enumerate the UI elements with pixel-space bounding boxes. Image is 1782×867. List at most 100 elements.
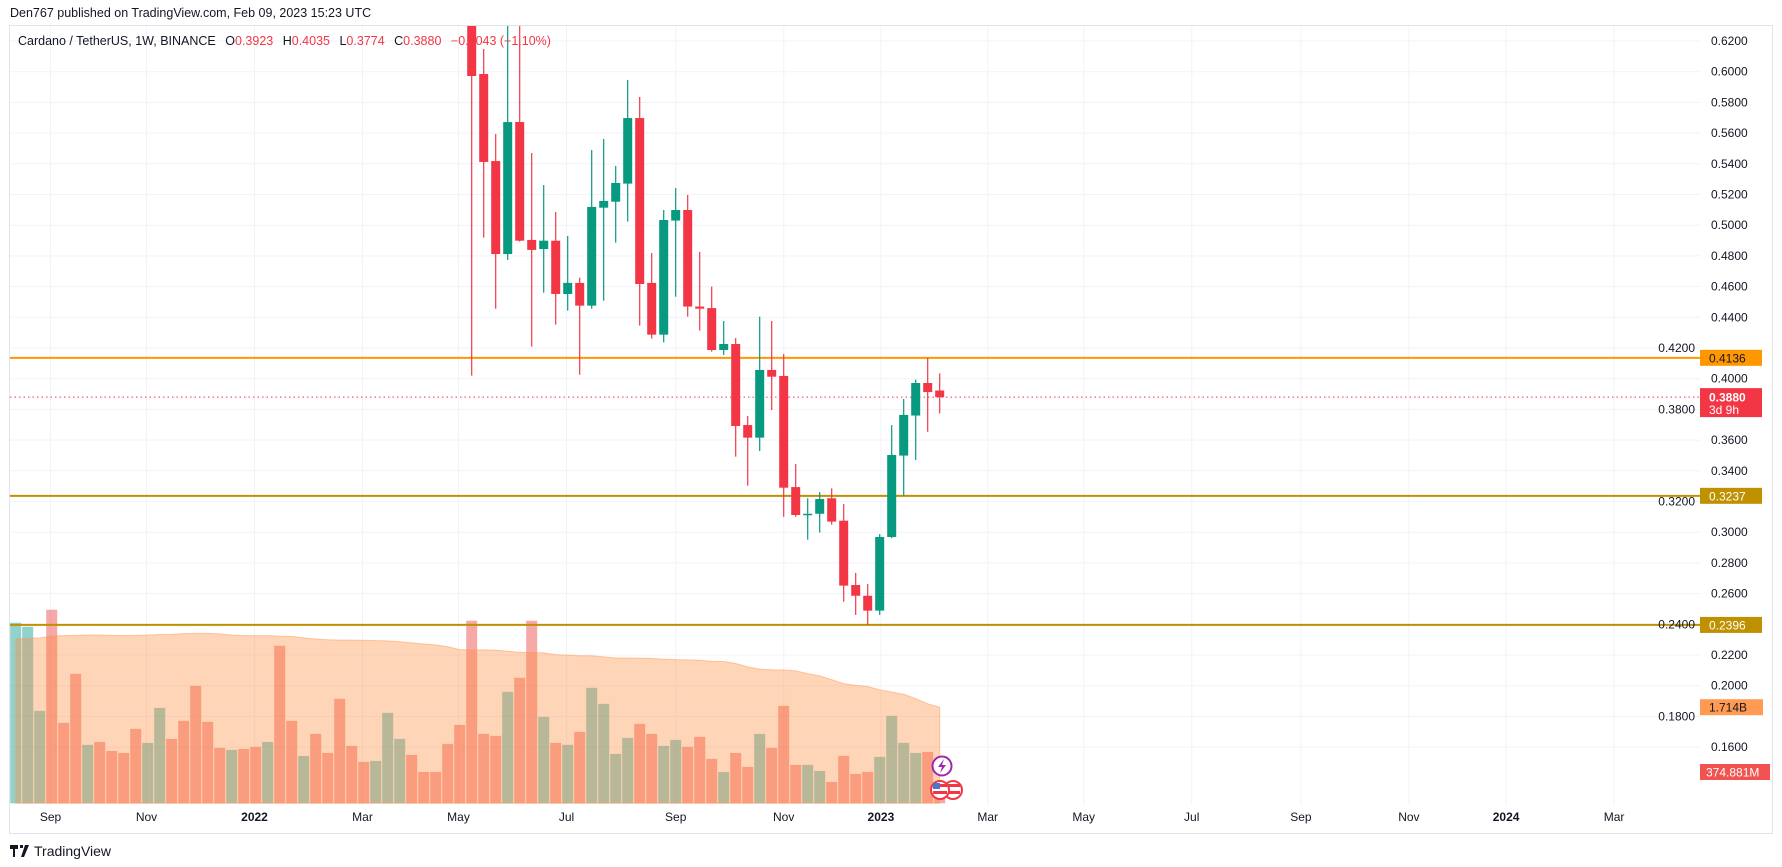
volume-bar	[382, 712, 394, 804]
candle-up	[911, 382, 921, 416]
volume-bar	[466, 620, 478, 804]
candle-up	[899, 414, 909, 456]
candles	[467, 26, 945, 626]
volume-last-badge	[1700, 764, 1770, 780]
volume-bar	[178, 720, 190, 804]
volume-bar	[550, 742, 562, 804]
volume-bar	[250, 746, 262, 804]
candle-up	[599, 200, 609, 208]
time-axis[interactable]: Sep Nov 2022 Mar May Jul Sep Nov 2023 Mar May Jul Se…	[40, 810, 1625, 824]
price-tick-label: 0.2400	[1658, 617, 1695, 631]
price-tick-label: 0.3600	[1711, 433, 1748, 447]
candle-up	[755, 369, 765, 438]
price-tick-label: 0.1600	[1711, 740, 1748, 754]
price-tick-label: 0.4400	[1711, 310, 1748, 324]
candle-down	[923, 382, 933, 393]
candle-down	[935, 390, 945, 398]
volume-bar	[898, 742, 910, 804]
volume-bar	[430, 771, 442, 804]
time-tick-label: 2022	[241, 810, 268, 824]
volume-ma-label: 1.714B	[1709, 701, 1747, 715]
volume-bar	[886, 715, 898, 804]
candle-down	[467, 26, 477, 76]
candle-down	[779, 375, 789, 488]
candle-down	[851, 585, 861, 596]
event-icons[interactable]	[930, 755, 963, 800]
plot-area[interactable]	[10, 0, 1700, 804]
price-tick-label: 0.6200	[1711, 34, 1748, 48]
volume-bar	[910, 752, 922, 804]
volume-bar	[574, 731, 586, 804]
volume-bar	[790, 764, 802, 804]
volume-ma-badge	[1700, 699, 1763, 716]
candle-down	[827, 498, 837, 522]
volume-bar	[226, 749, 238, 804]
price-tick-label: 0.4800	[1711, 249, 1748, 263]
volume-bar	[262, 741, 274, 804]
time-tick-label: Jul	[559, 810, 574, 824]
brand-name: TradingView	[34, 843, 112, 859]
price-tick-label: 0.3200	[1658, 495, 1695, 509]
volume-bar	[706, 758, 718, 804]
volume-bar	[370, 760, 382, 804]
time-tick-label: May	[1072, 810, 1095, 824]
high-value: 0.4035	[291, 34, 330, 48]
volume-bar	[742, 766, 754, 804]
symbol-name[interactable]: Cardano / TetherUS, 1W, BINANCE	[18, 34, 216, 48]
candle-down	[863, 595, 873, 611]
volume-bar	[142, 742, 154, 804]
price-tick-label: 0.5400	[1711, 157, 1748, 171]
candle-down	[839, 520, 849, 586]
volume-bar	[754, 733, 766, 804]
volume-bar	[454, 724, 466, 804]
volume-bar	[718, 771, 730, 804]
volume-bar	[70, 673, 82, 804]
candle-down	[791, 487, 801, 516]
change-value: −0.0043 (−1.10%)	[450, 34, 551, 48]
candle-down	[767, 369, 777, 377]
tradingview-footer[interactable]: TradingView	[10, 843, 111, 859]
volume-bar	[622, 737, 634, 804]
time-tick-label: May	[447, 810, 470, 824]
time-tick-label: 2023	[868, 810, 895, 824]
price-tick-label: 0.2200	[1711, 648, 1748, 662]
candle-up	[503, 122, 513, 255]
horizontal-levels[interactable]	[10, 356, 1700, 626]
volume-bar	[586, 687, 598, 804]
candle-down	[515, 122, 525, 241]
volume-bar	[94, 741, 106, 804]
time-tick-label: Mar	[1604, 810, 1625, 824]
us-flag-event-icon[interactable]	[930, 780, 963, 800]
level-price-badge	[1700, 349, 1762, 366]
candle-up	[659, 219, 669, 335]
time-tick-label: Sep	[40, 810, 62, 824]
low-label: L	[339, 34, 347, 48]
volume-bar	[826, 781, 838, 804]
volume-bar	[418, 771, 430, 804]
candle-up	[587, 206, 597, 306]
candle-down	[575, 282, 585, 306]
price-axis[interactable]: 0.6200 0.6000 0.5800 0.5600 0.5400 0.5200 0.50…	[1658, 34, 1748, 754]
volume-bar	[298, 755, 310, 804]
volume-bar	[166, 738, 178, 804]
volume-bar	[82, 744, 94, 804]
time-tick-label: 2024	[1493, 810, 1520, 824]
volume-bar	[118, 752, 130, 804]
chart-frame	[9, 25, 1773, 834]
level-price-badge	[1700, 487, 1762, 504]
volume-bar	[730, 752, 742, 804]
volume-bar	[670, 739, 682, 804]
volume-bar	[310, 733, 322, 804]
candle-down	[479, 74, 489, 162]
volume-bar	[274, 645, 286, 804]
volume-bar	[922, 751, 934, 804]
low-value: 0.3774	[346, 34, 385, 48]
volume-bar	[838, 755, 850, 804]
candle-up	[611, 182, 621, 202]
last-price-badge	[1700, 388, 1762, 418]
candle-down	[527, 239, 537, 250]
symbol-legend[interactable]: Cardano / TetherUS, 1W, BINANCE O0.3923 …	[18, 34, 551, 48]
earnings-lightning-icon[interactable]	[931, 755, 953, 777]
